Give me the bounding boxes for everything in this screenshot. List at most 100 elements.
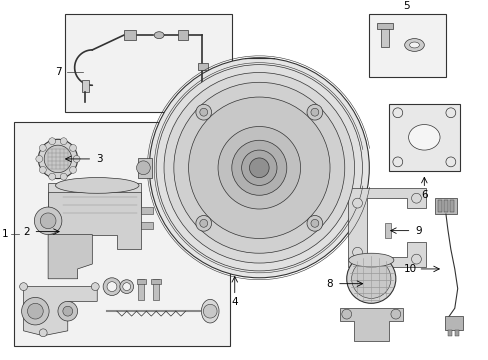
Polygon shape [48,192,141,249]
Circle shape [27,303,43,319]
Bar [123,30,135,40]
Ellipse shape [154,32,163,39]
Bar [443,200,447,212]
Bar [178,30,187,40]
Circle shape [38,139,78,179]
Bar [376,23,392,29]
Circle shape [392,108,402,118]
Polygon shape [48,235,92,279]
Circle shape [69,144,76,152]
Circle shape [306,104,322,120]
Circle shape [351,259,390,298]
Circle shape [306,216,322,231]
Circle shape [91,283,99,291]
Text: 2: 2 [23,226,30,237]
Text: 5: 5 [403,1,409,11]
Circle shape [188,97,329,238]
Bar [449,200,453,212]
Circle shape [196,216,211,231]
Bar [447,330,451,336]
Text: 4: 4 [231,297,238,307]
Circle shape [231,140,286,195]
Bar [65,14,231,112]
Circle shape [163,72,354,263]
Circle shape [218,126,300,209]
Circle shape [103,278,121,296]
Bar [454,330,458,336]
Circle shape [392,157,402,167]
Bar [151,279,161,284]
Circle shape [40,213,56,229]
Circle shape [122,283,130,291]
Circle shape [120,280,133,293]
Circle shape [411,193,421,203]
Circle shape [235,144,282,192]
Bar [14,122,229,346]
Circle shape [241,150,276,185]
Bar [138,279,144,300]
Bar [368,14,445,77]
Bar [141,222,153,229]
Circle shape [196,104,211,120]
Circle shape [346,254,395,303]
Text: 1: 1 [2,229,9,239]
Circle shape [249,158,268,177]
Polygon shape [339,308,402,341]
Circle shape [60,138,67,145]
Text: 9: 9 [414,226,421,236]
Circle shape [200,108,207,116]
Circle shape [40,144,46,152]
Bar [388,104,459,171]
Circle shape [58,301,78,321]
Circle shape [36,156,42,162]
Polygon shape [23,287,97,336]
Text: 6: 6 [420,190,427,200]
Circle shape [21,297,49,325]
Bar [380,25,388,47]
Circle shape [73,156,80,162]
Bar [81,80,89,92]
Circle shape [310,219,318,227]
Circle shape [251,160,266,176]
Bar [198,63,208,69]
Circle shape [203,304,217,318]
Circle shape [341,309,351,319]
Ellipse shape [55,177,139,193]
Circle shape [310,108,318,116]
Text: 7: 7 [55,67,62,77]
Circle shape [390,309,400,319]
Bar [153,279,159,300]
Circle shape [411,254,421,264]
Circle shape [445,108,455,118]
Text: 10: 10 [403,264,416,274]
Circle shape [156,65,362,271]
Bar [384,223,390,238]
Circle shape [352,198,362,208]
Circle shape [49,173,56,180]
Ellipse shape [348,253,393,267]
Circle shape [136,161,150,175]
Circle shape [20,283,27,291]
Circle shape [352,247,362,257]
Bar [48,183,141,209]
Circle shape [63,306,73,316]
Circle shape [34,207,62,235]
Text: 3: 3 [96,154,102,164]
Ellipse shape [404,39,424,51]
Bar [136,279,146,284]
Circle shape [237,146,280,189]
Circle shape [174,82,344,253]
Circle shape [107,282,117,292]
Text: 8: 8 [326,279,333,289]
Circle shape [200,219,207,227]
Circle shape [44,145,72,173]
Circle shape [40,166,46,173]
Circle shape [49,138,56,145]
Circle shape [445,157,455,167]
Circle shape [39,329,47,337]
Ellipse shape [409,42,419,48]
Bar [434,198,456,214]
Circle shape [244,153,273,183]
Circle shape [69,166,76,173]
Bar [141,207,153,214]
